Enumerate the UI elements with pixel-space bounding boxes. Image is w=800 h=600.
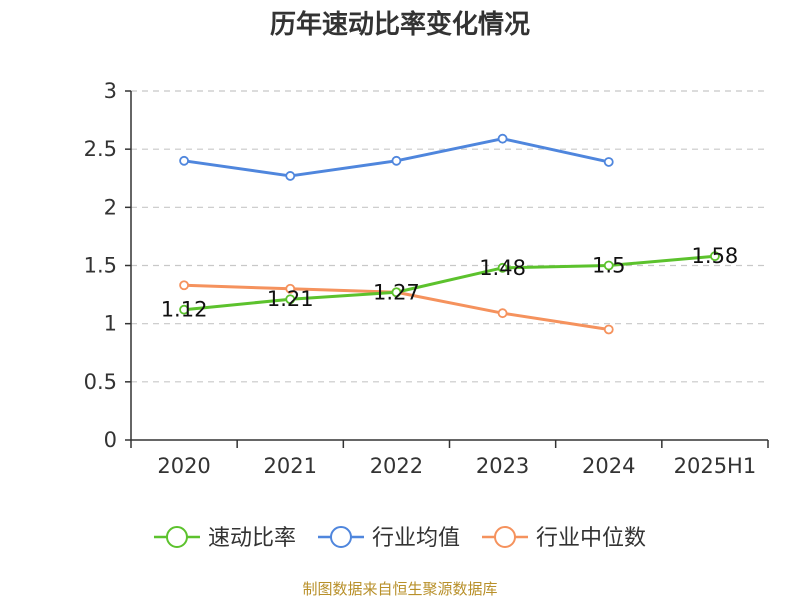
legend-marker (329, 526, 352, 548)
data-point (603, 324, 614, 335)
data-point (285, 283, 296, 294)
data-label: 1.5 (592, 254, 625, 278)
legend-item: 速动比率 (153, 526, 296, 551)
data-labels: 1.12 1.21 1.27 1.48 1.5 1.58 (161, 244, 739, 322)
x-tick-label: 2022 (370, 454, 423, 478)
y-tick-label: 3 (104, 79, 117, 103)
data-label: 1.58 (692, 244, 739, 268)
x-tick-label: 2020 (157, 454, 210, 478)
series-line (183, 254, 716, 312)
legend-marker (494, 526, 517, 548)
data-point (179, 155, 189, 166)
data-point (603, 260, 614, 271)
data-point (710, 251, 720, 262)
y-tick-label: 2 (104, 195, 117, 219)
data-point (179, 280, 189, 291)
data-point (179, 304, 189, 315)
y-tick-label: 0 (104, 428, 117, 452)
source-footer: 制图数据来自恒生聚源数据库 (302, 580, 497, 598)
legend-label: 行业均值 (372, 526, 460, 551)
legend-label: 行业中位数 (536, 526, 646, 551)
chart-title: 历年速动比率变化情况 (270, 9, 530, 40)
data-point (497, 262, 508, 273)
data-point (285, 294, 296, 305)
legend: 速动比率 行业均值 行业中位数 (153, 526, 646, 551)
x-tick-label: 2021 (264, 454, 317, 478)
data-point (391, 287, 402, 298)
data-point (497, 133, 508, 144)
series-layer (179, 133, 720, 335)
x-tick-label: 2024 (582, 454, 635, 478)
gridlines (131, 90, 768, 383)
data-point (497, 308, 508, 319)
data-label: 1.48 (479, 256, 526, 280)
legend-label: 速动比率 (208, 526, 296, 551)
data-point (603, 157, 614, 167)
y-tick-label: 0.5 (84, 370, 117, 394)
data-point (391, 155, 402, 166)
data-label: 1.21 (267, 287, 314, 311)
y-tick-label: 2.5 (84, 137, 117, 161)
axes: 0 0.5 1 1.5 2 2.5 3 2020 2021 2022 2023 2024 2025H1 (84, 79, 769, 478)
y-tick-label: 1 (104, 312, 117, 336)
legend-item: 行业中位数 (482, 526, 646, 551)
x-tick-label: 2025H1 (674, 454, 757, 478)
y-tick-label: 1.5 (84, 254, 117, 278)
data-point (285, 171, 296, 181)
legend-item: 行业均值 (317, 526, 460, 551)
data-label: 1.12 (161, 298, 208, 322)
data-label: 1.27 (373, 280, 420, 304)
x-tick-label: 2023 (476, 454, 529, 478)
legend-marker (165, 526, 188, 548)
